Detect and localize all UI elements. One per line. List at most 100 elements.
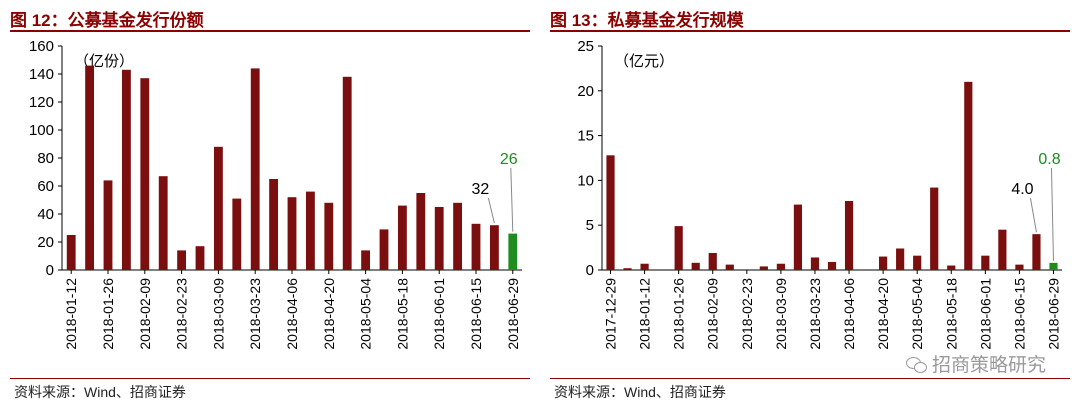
private-fund-scale-bar-chart: 0 5 10 15 20 25 （亿元） 2017-12-29 2018-01-12 2018-0… — [577, 38, 1062, 350]
y-tick-label: 0 — [46, 262, 54, 279]
bar — [305, 191, 315, 270]
bar — [930, 187, 939, 270]
x-tick-label: 2018-06-01 — [977, 278, 993, 350]
data-label: 32 — [472, 181, 490, 198]
figure-13-panel: 图 13：私募基金发行规模 0 5 10 15 20 25 （亿元） 2017-12-29 20… — [540, 0, 1080, 412]
x-tick-label: 2018-05-18 — [394, 278, 410, 350]
bar — [1015, 264, 1024, 270]
y-tick-label: 20 — [577, 83, 594, 100]
bar — [250, 68, 260, 271]
bar — [85, 65, 95, 270]
x-tick-label: 2018-01-12 — [637, 278, 653, 350]
bar — [793, 204, 803, 270]
y-tick-label: 25 — [577, 38, 594, 55]
bar — [269, 179, 279, 270]
x-tick-label: 2018-01-26 — [100, 278, 116, 350]
bar — [674, 226, 683, 270]
x-tick-label: 2018-06-29 — [1045, 278, 1061, 350]
bar — [489, 225, 499, 270]
bar — [324, 202, 334, 270]
y-tick-label: 40 — [37, 206, 54, 223]
bar — [177, 250, 187, 270]
bar — [708, 252, 717, 270]
bar — [379, 229, 389, 270]
x-tick-label: 2018-03-23 — [247, 278, 263, 350]
bar — [913, 255, 922, 270]
y-tick-label: 160 — [29, 38, 54, 55]
x-tick-label: 2018-05-04 — [358, 278, 374, 350]
bar — [827, 261, 837, 270]
y-tick-label: 80 — [37, 150, 54, 167]
source-rule — [550, 378, 1070, 379]
y-tick-label: 5 — [586, 217, 594, 234]
watermark: 招商策略研究 — [905, 350, 1046, 377]
bar — [1049, 262, 1058, 270]
unit-label: （亿份） — [74, 52, 134, 70]
bar — [158, 176, 168, 270]
x-tick-label: 2018-01-12 — [63, 278, 79, 350]
data-label: 4.0 — [1011, 181, 1033, 198]
bar — [453, 202, 463, 270]
bar — [103, 180, 113, 270]
bar — [195, 246, 205, 270]
bar — [434, 207, 444, 270]
source-rule — [10, 378, 530, 379]
data-label: 26 — [500, 151, 518, 168]
bar — [361, 250, 371, 270]
y-tick-label: 120 — [29, 94, 54, 111]
y-tick-label: 20 — [37, 234, 54, 251]
bar — [1032, 234, 1041, 270]
leader-line — [1029, 197, 1037, 233]
y-tick-label: 140 — [29, 66, 54, 83]
x-tick-label: 2018-06-15 — [468, 278, 484, 350]
x-tick-label: 2017-12-29 — [603, 278, 619, 350]
bar — [776, 263, 785, 270]
bar — [121, 69, 131, 270]
bar — [342, 76, 352, 270]
bar — [140, 78, 150, 270]
y-tick-label: 0 — [586, 262, 594, 279]
y-tick-label: 100 — [29, 122, 54, 139]
unit-label: （亿元） — [614, 52, 674, 70]
issuance-share-bar-chart: 0 20 40 60 80 100 120 140 160 （亿份） 2018-01-12 2018-… — [29, 38, 522, 350]
x-tick-label: 2018-06-29 — [505, 278, 521, 350]
x-tick-label: 2018-05-04 — [909, 278, 925, 350]
figure-title: 图 13：私募基金发行规模 — [550, 11, 744, 30]
figure-12-panel: 图 12：公募基金发行份额 0 20 40 60 80 100 120 140 160 （亿份） 2… — [10, 11, 530, 400]
y-tick-label: 60 — [37, 178, 54, 195]
bar — [844, 201, 854, 270]
x-tick-label: 2018-06-01 — [431, 278, 447, 350]
leader-line — [1050, 167, 1054, 261]
x-tick-label: 2018-03-09 — [773, 278, 789, 350]
x-tick-label: 2018-04-06 — [284, 278, 300, 350]
bar — [66, 235, 76, 270]
x-tick-label: 2018-01-26 — [671, 278, 687, 350]
x-tick-label: 2018-02-23 — [739, 278, 755, 350]
bar — [606, 155, 615, 270]
bar — [640, 263, 649, 270]
title-rule — [550, 30, 1070, 32]
data-label: 0.8 — [1038, 151, 1060, 168]
bar — [810, 257, 820, 270]
bar — [471, 223, 481, 270]
source-note: 资料来源：Wind、招商证券 — [554, 384, 726, 400]
bar — [981, 255, 990, 270]
title-rule — [10, 30, 530, 32]
wechat-icon — [905, 355, 928, 373]
bar — [508, 233, 518, 270]
x-tick-label: 2018-06-15 — [1011, 278, 1027, 350]
bar — [416, 193, 426, 270]
x-tick-label: 2018-03-23 — [807, 278, 823, 350]
x-tick-label: 2018-05-18 — [943, 278, 959, 350]
x-tick-label: 2018-02-23 — [174, 278, 190, 350]
x-tick-label: 2018-04-20 — [321, 278, 337, 350]
y-tick-label: 15 — [577, 128, 594, 145]
bar — [691, 262, 700, 270]
bar — [896, 248, 905, 270]
x-tick-label: 2018-02-09 — [137, 278, 153, 350]
x-tick-label: 2018-04-06 — [841, 278, 857, 350]
source-note: 资料来源：Wind、招商证券 — [14, 384, 186, 400]
x-tick-label: 2018-02-09 — [705, 278, 721, 350]
bar — [287, 197, 297, 270]
x-tick-label: 2018-04-20 — [875, 278, 891, 350]
